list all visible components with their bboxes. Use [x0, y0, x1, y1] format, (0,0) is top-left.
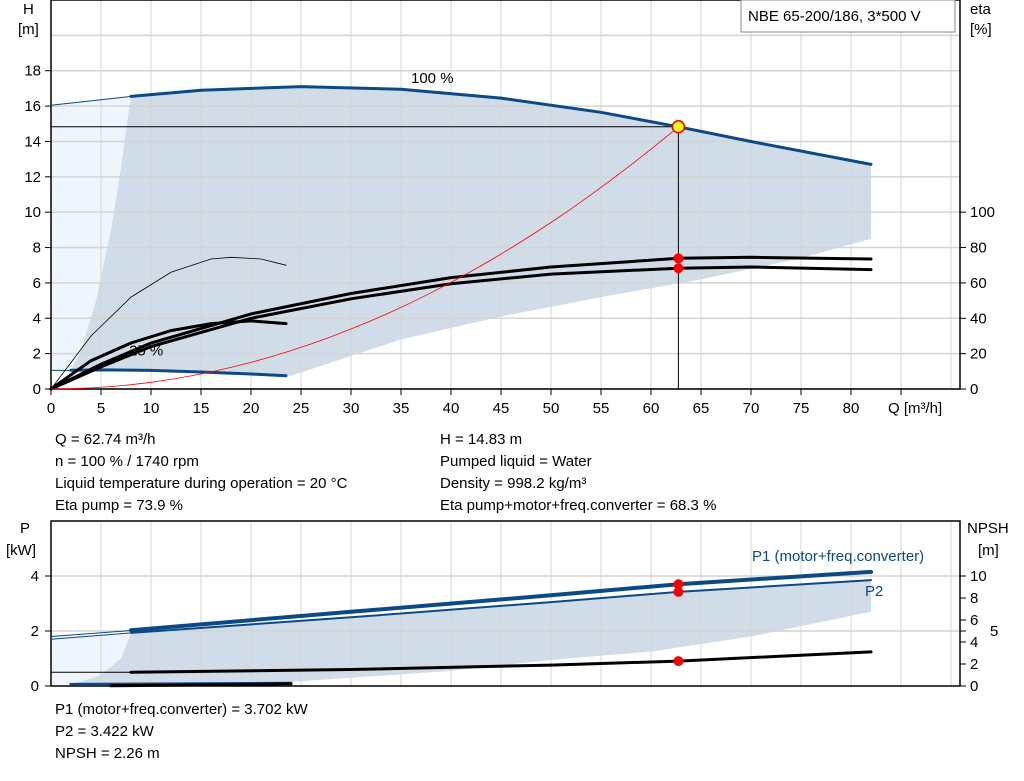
x-tick-label: 25 — [293, 400, 310, 417]
x-tick-label: 50 — [543, 400, 560, 417]
npsh25-curve — [109, 682, 293, 688]
x-tick-label: 40 — [443, 400, 460, 417]
eta-total-marker — [673, 263, 684, 274]
eta-axis-label: eta — [970, 1, 992, 18]
p1-curve — [129, 569, 873, 633]
y-tick-label: 4 — [33, 310, 41, 327]
p-tick-label: 4 — [31, 568, 39, 585]
x-tick-label: 20 — [243, 400, 260, 417]
title-box — [740, 0, 956, 33]
npsh-tick-label: 6 — [970, 612, 978, 629]
y-tick-label: 6 — [33, 275, 41, 292]
x-tick-label: 15 — [193, 400, 210, 417]
x-tick-label: 65 — [693, 400, 710, 417]
chart-title: NBE 65-200/186, 3*500 V — [748, 8, 921, 25]
x-tick-label: 35 — [393, 400, 410, 417]
eta-tick-label: 60 — [970, 275, 987, 292]
npsh-tick-label: 4 — [970, 634, 978, 651]
y-tick-label: 8 — [33, 240, 41, 257]
bottom-plot-frame — [50, 520, 961, 687]
duty-info-right: H = 14.83 m Pumped liquid = Water Densit… — [440, 429, 716, 517]
p-axis-label: P — [20, 520, 30, 537]
light-range-area — [51, 96, 131, 371]
p-tick-label: 2 — [31, 623, 39, 640]
p-axis-unit: [kW] — [6, 542, 36, 559]
eta-pump-25-curve — [50, 256, 287, 390]
info-eta-total: Eta pump+motor+freq.converter = 68.3 % — [440, 497, 717, 514]
top-plot-frame — [50, 0, 961, 390]
x-tick-label: 30 — [343, 400, 360, 417]
x-tick-label: 75 — [793, 400, 810, 417]
y-axis-unit: [m] — [18, 21, 39, 38]
info-p2: P2 = 3.422 kW — [55, 723, 154, 740]
power-light-area — [51, 632, 131, 685]
eta-tick-label: 40 — [970, 310, 987, 327]
eta-axis-unit: [%] — [970, 21, 992, 38]
p1-extension — [50, 630, 132, 637]
eta-pump-marker — [673, 253, 684, 264]
p-tick-label: 0 — [31, 678, 39, 695]
duty-info-left: Q = 62.74 m³/h n = 100 % / 1740 rpm Liqu… — [55, 429, 347, 517]
p2-marker — [673, 586, 684, 597]
y-tick-label: 16 — [24, 98, 41, 115]
eta-pump-curve — [49, 255, 873, 391]
eta-tick-label: 80 — [970, 240, 987, 257]
p2-label: P2 — [865, 583, 883, 600]
eta-total-25-curve — [49, 319, 288, 391]
h100-extension — [50, 95, 132, 106]
y-axis-label: H — [23, 1, 34, 18]
x-tick-label: 5 — [97, 400, 105, 417]
x-tick-label: 55 — [593, 400, 610, 417]
y-tick-label: 14 — [24, 133, 41, 150]
npsh-tick-label: 2 — [970, 656, 978, 673]
y-tick-label: 10 — [24, 204, 41, 221]
p1-marker — [673, 579, 684, 590]
x-tick-label: 0 — [47, 400, 55, 417]
operating-range-area — [71, 86, 871, 376]
power-range-area — [71, 580, 871, 685]
npsh-tick-label: 5 — [990, 623, 998, 640]
y-tick-label: 18 — [24, 63, 41, 80]
y-tick-label: 12 — [24, 169, 41, 186]
npsh-tick-label: 8 — [970, 590, 978, 607]
info-eta-pump: Eta pump = 73.9 % — [55, 497, 183, 514]
npsh-marker — [673, 656, 684, 667]
x-tick-label: 80 — [843, 400, 860, 417]
info-npsh: NPSH = 2.26 m — [55, 745, 160, 762]
power-info: P1 (motor+freq.converter) = 3.702 kW P2 … — [55, 699, 308, 765]
info-head: H = 14.83 m — [440, 431, 523, 448]
p1-label: P1 (motor+freq.converter) — [752, 548, 924, 565]
y-tick-label: 2 — [33, 346, 41, 363]
npsh-tick-label: 0 — [970, 678, 978, 695]
x-tick-label: 45 — [493, 400, 510, 417]
npsh-axis-label: NPSH — [967, 520, 1009, 537]
eta-tick-label: 0 — [970, 381, 978, 398]
duty-point-marker — [671, 120, 686, 134]
speed-label: 100 % — [411, 70, 454, 87]
npsh-axis-unit: [m] — [978, 542, 999, 559]
x-tick-label: 10 — [143, 400, 160, 417]
eta-tick-label: 20 — [970, 346, 987, 363]
eta-tick-label: 100 — [970, 204, 995, 221]
info-density: Density = 998.2 kg/m³ — [440, 475, 587, 492]
h100-curve — [129, 85, 873, 166]
x-axis-label: Q [m³/h] — [888, 400, 942, 417]
x-tick-label: 70 — [743, 400, 760, 417]
speed-label: 25 % — [129, 342, 163, 359]
eta-total-curve — [49, 265, 873, 391]
npsh-curve — [129, 650, 873, 674]
info-speed: n = 100 % / 1740 rpm — [55, 453, 199, 470]
info-p1: P1 (motor+freq.converter) = 3.702 kW — [55, 701, 308, 718]
info-temperature: Liquid temperature during operation = 20… — [55, 475, 348, 492]
x-tick-label: 60 — [643, 400, 660, 417]
system-curve — [50, 126, 679, 390]
npsh-tick-label: 10 — [970, 568, 987, 585]
y-tick-label: 0 — [33, 381, 41, 398]
p2-curve — [130, 579, 872, 634]
p2-extension — [50, 632, 132, 640]
info-liquid: Pumped liquid = Water — [440, 453, 592, 470]
info-flow: Q = 62.74 m³/h — [55, 431, 156, 448]
